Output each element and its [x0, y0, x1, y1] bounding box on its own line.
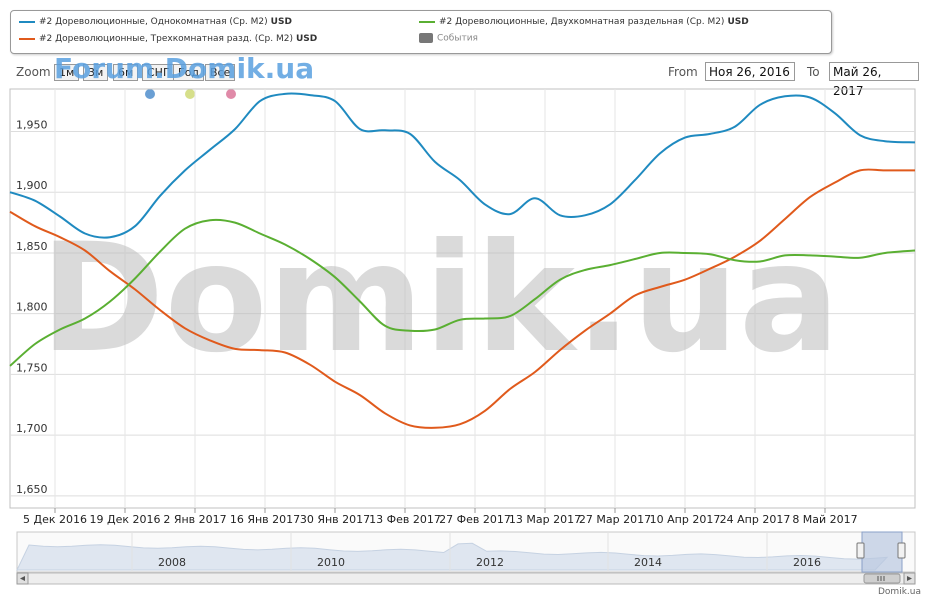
y-tick-label: 1,750	[16, 361, 48, 374]
zoom-button-3m[interactable]: 3м	[83, 64, 109, 81]
event-dot-3[interactable]	[226, 89, 236, 99]
scrollbar-right-button[interactable]	[903, 572, 916, 585]
navigator-year-label: 2014	[634, 556, 662, 569]
from-label: From	[668, 65, 698, 79]
legend-label-events: События	[437, 33, 478, 44]
site-credit: Domik.ua	[878, 587, 921, 597]
legend-swatch-events	[419, 33, 433, 43]
to-date-input[interactable]: Май 26, 2017	[829, 62, 919, 98]
x-tick-label: 2 Янв 2017	[163, 513, 226, 526]
navigator-year-label: 2016	[793, 556, 821, 569]
zoom-button-all[interactable]: Все	[205, 64, 236, 81]
legend-item-series-1[interactable]: #2 Дореволюционные, Однокомнатная (Ср. М…	[19, 17, 292, 27]
navigator-handle-left[interactable]	[856, 542, 865, 559]
zoom-label: Zoom	[16, 65, 51, 79]
scroll-right-icon	[907, 576, 912, 581]
domik-watermark: Domik.ua	[40, 212, 840, 386]
event-dot-1[interactable]	[145, 89, 155, 99]
navigator-series	[16, 542, 889, 571]
x-tick-label: 5 Дек 2016	[23, 513, 87, 526]
legend-swatch-series-2	[19, 37, 35, 40]
scrollbar-thumb[interactable]	[863, 573, 901, 584]
legend-item-series-2[interactable]: #2 Дореволюционные, Трехкомнатная разд. …	[19, 34, 317, 44]
legend-label-series-1: #2 Дореволюционные, Однокомнатная (Ср. М…	[39, 17, 268, 27]
navigator-year-label: 2008	[158, 556, 186, 569]
legend-label-series-2: #2 Дореволюционные, Трехкомнатная разд. …	[39, 34, 293, 44]
x-tick-label: 30 Янв 2017	[300, 513, 370, 526]
scroll-left-icon	[20, 576, 25, 581]
y-tick-label: 1,650	[16, 483, 48, 496]
zoom-button-6m[interactable]: 6м	[113, 64, 139, 81]
x-tick-label: 19 Дек 2016	[90, 513, 161, 526]
forum-watermark: Forum.Domik.ua	[54, 52, 315, 85]
navigator-handle-right[interactable]	[897, 542, 906, 559]
navigator-selection[interactable]	[861, 531, 903, 573]
x-tick-label: 10 Апр 2017	[650, 513, 721, 526]
y-tick-label: 1,800	[16, 301, 48, 314]
event-dot-2[interactable]	[185, 89, 195, 99]
from-date-input[interactable]: Ноя 26, 2016	[705, 62, 795, 81]
series-line-three-room[interactable]	[9, 168, 915, 429]
navigator-year-label: 2010	[317, 556, 345, 569]
zoom-button-ytd[interactable]: СНГ	[142, 64, 175, 81]
legend-item-series-3[interactable]: #2 Дореволюционные, Двухкомнатная раздел…	[419, 17, 749, 27]
navigator-year-label: 2012	[476, 556, 504, 569]
series-line-one-room[interactable]	[9, 92, 916, 239]
x-tick-label: 13 Фев 2017	[369, 513, 441, 526]
legend-unit-series-2: USD	[295, 34, 318, 44]
x-tick-label: 27 Фев 2017	[439, 513, 511, 526]
zoom-button-year[interactable]: Год	[173, 64, 205, 81]
legend: #2 Дореволюционные, Однокомнатная (Ср. М…	[10, 10, 832, 54]
navigator-area	[16, 531, 916, 573]
legend-item-events[interactable]: События	[419, 33, 478, 44]
y-tick-label: 1,900	[16, 179, 48, 192]
x-tick-label: 13 Мар 2017	[509, 513, 581, 526]
legend-unit-series-3: USD	[727, 17, 749, 27]
legend-unit-series-1: USD	[270, 17, 292, 27]
x-tick-label: 16 Янв 2017	[230, 513, 300, 526]
scrollbar-left-button[interactable]	[16, 572, 29, 585]
to-label: To	[807, 65, 820, 79]
x-tick-label: 27 Мар 2017	[579, 513, 651, 526]
legend-swatch-series-1	[19, 20, 35, 23]
legend-swatch-series-3	[419, 20, 435, 23]
series-line-two-room[interactable]	[9, 218, 916, 367]
scrollbar-track[interactable]	[16, 572, 916, 585]
plot-area	[9, 88, 916, 509]
y-tick-label: 1,850	[16, 240, 48, 253]
x-tick-label: 8 Май 2017	[792, 513, 857, 526]
legend-label-series-3: #2 Дореволюционные, Двухкомнатная раздел…	[439, 17, 725, 27]
y-tick-label: 1,950	[16, 119, 48, 132]
y-tick-label: 1,700	[16, 422, 48, 435]
x-tick-label: 24 Апр 2017	[720, 513, 791, 526]
zoom-button-1m[interactable]: 1м	[54, 64, 80, 81]
